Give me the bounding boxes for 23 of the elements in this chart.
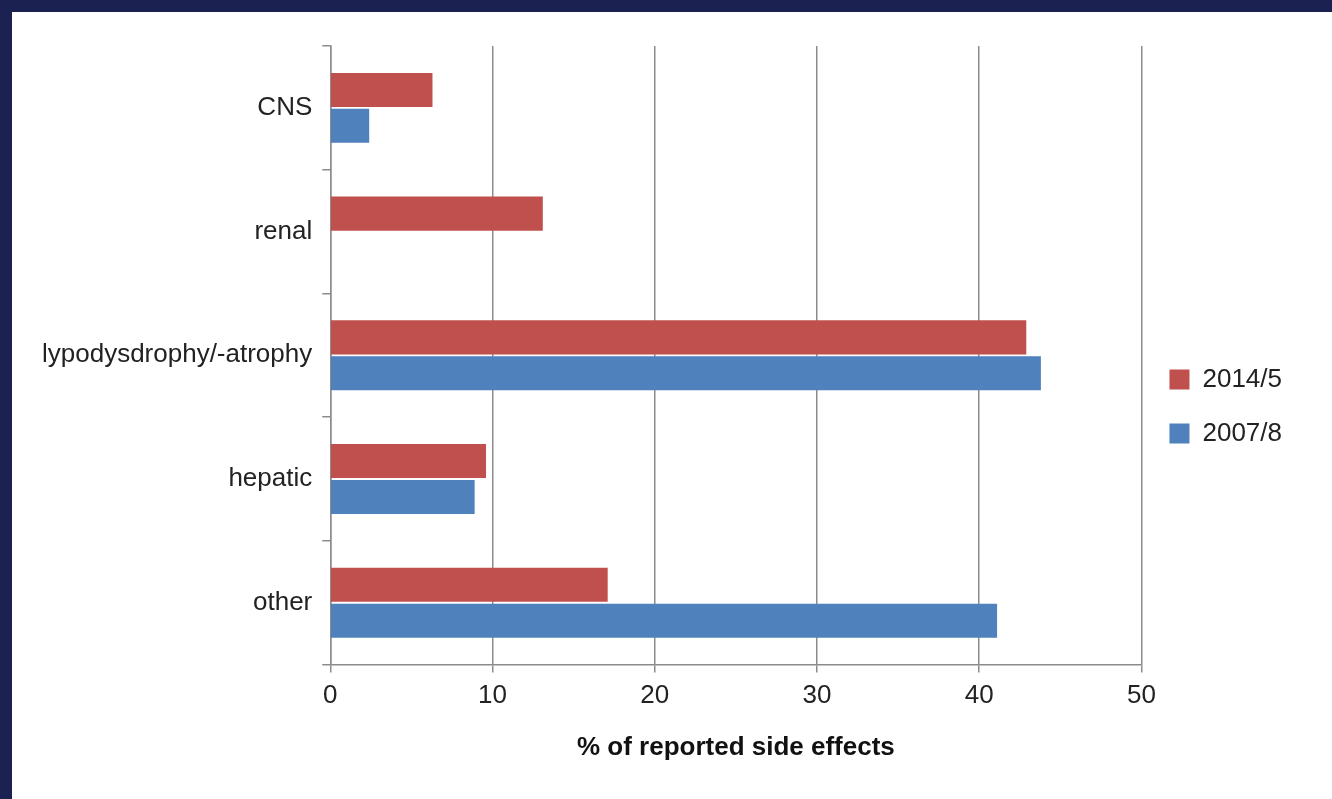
bar bbox=[331, 479, 475, 514]
legend-label: 2007/8 bbox=[1202, 416, 1283, 447]
bar bbox=[331, 196, 543, 231]
legend-label: 2014/5 bbox=[1202, 362, 1283, 393]
x-tick-label: 50 bbox=[1127, 679, 1156, 710]
y-tick-label: CNS bbox=[257, 91, 313, 122]
x-tick-label: 20 bbox=[640, 679, 670, 710]
y-tick-label: hepatic bbox=[228, 462, 313, 493]
bar bbox=[331, 603, 998, 638]
bar bbox=[331, 444, 487, 479]
x-tick-label: 30 bbox=[802, 679, 832, 710]
bar bbox=[331, 567, 608, 602]
y-tick-label: lypodysdrophy/-atrophy bbox=[41, 338, 313, 369]
y-tick-label: other bbox=[252, 585, 313, 616]
bar bbox=[331, 320, 1027, 355]
y-tick-label: renal bbox=[254, 214, 313, 245]
x-tick-label: 10 bbox=[478, 679, 507, 710]
bar bbox=[331, 356, 1041, 391]
x-axis-title: % of reported side effects bbox=[576, 730, 895, 761]
bar bbox=[331, 108, 370, 143]
x-tick-label: 40 bbox=[964, 679, 994, 710]
x-tick-label: 0 bbox=[323, 679, 338, 710]
bar bbox=[331, 72, 433, 107]
